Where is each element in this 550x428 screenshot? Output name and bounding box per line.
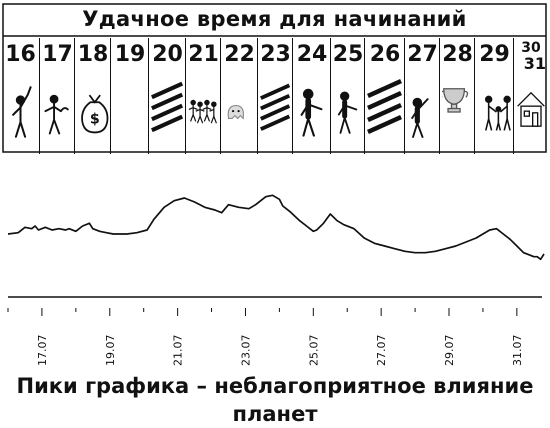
x-tick-label: 27.07 (375, 335, 388, 367)
favorable-time-calendar: Удачное время для начинаний 16 17 18 $19 20 2… (2, 3, 547, 154)
x-tick-label: 23.07 (240, 335, 253, 367)
x-tick-label: 21.07 (172, 335, 185, 367)
x-axis-tick-labels: 17.07 19.07 21.07 23.07 25.07 27.07 29.07 31.07 (36, 335, 524, 367)
influence-line-chart: 17.07 19.07 21.07 23.07 25.07 27.07 29.07 31.07 (7, 194, 545, 367)
x-tick-label: 31.07 (511, 335, 524, 367)
x-tick-label: 17.07 (36, 335, 49, 367)
x-tick-label: 29.07 (443, 335, 456, 367)
series-line (7, 194, 545, 261)
x-tick-label: 25.07 (307, 335, 320, 367)
x-axis-ticks (7, 308, 518, 316)
x-tick-label: 19.07 (104, 335, 117, 367)
chart-line-layer (7, 194, 545, 261)
chart-caption: Пики графика – неблагоприятное влияние п… (16, 374, 534, 426)
